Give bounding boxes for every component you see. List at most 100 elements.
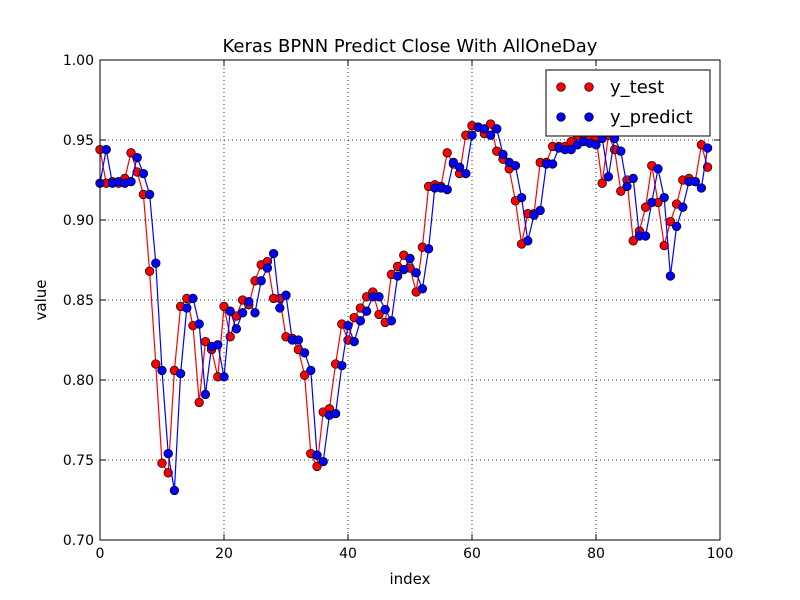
data-point bbox=[479, 124, 490, 134]
data-point bbox=[392, 271, 403, 281]
y-tick-label: 0.75 bbox=[63, 453, 94, 469]
legend-label: y_test bbox=[610, 77, 664, 98]
data-point bbox=[237, 308, 248, 318]
data-point bbox=[696, 183, 707, 193]
data-point bbox=[225, 306, 235, 316]
data-point bbox=[622, 181, 632, 192]
data-point bbox=[361, 306, 372, 316]
y-axis-label: value bbox=[32, 280, 50, 321]
data-point bbox=[182, 303, 192, 313]
data-point bbox=[467, 130, 477, 140]
data-point bbox=[678, 202, 688, 212]
data-point bbox=[312, 461, 322, 472]
data-point bbox=[659, 192, 669, 203]
data-point bbox=[312, 450, 322, 460]
x-tick-label: 100 bbox=[707, 546, 734, 562]
data-point bbox=[671, 221, 682, 232]
data-point bbox=[485, 130, 496, 140]
data-point bbox=[144, 266, 155, 276]
data-point bbox=[299, 348, 310, 358]
data-point bbox=[163, 468, 173, 478]
data-point bbox=[213, 340, 223, 350]
data-point bbox=[306, 365, 316, 376]
data-point bbox=[417, 284, 428, 294]
data-point bbox=[535, 205, 545, 216]
data-point bbox=[628, 173, 638, 184]
data-point bbox=[510, 160, 521, 171]
data-point bbox=[138, 168, 149, 179]
data-point bbox=[640, 231, 651, 241]
data-point bbox=[597, 178, 607, 188]
y-tick-label: 0.80 bbox=[63, 373, 94, 389]
x-tick-label: 60 bbox=[463, 546, 481, 562]
data-point bbox=[126, 176, 136, 187]
legend-marker bbox=[584, 82, 594, 92]
data-point bbox=[194, 319, 204, 329]
data-point bbox=[275, 303, 285, 313]
data-point bbox=[151, 359, 161, 369]
y-tick-label: 1.00 bbox=[63, 53, 94, 69]
data-point bbox=[411, 268, 421, 278]
y-tick-label: 0.95 bbox=[63, 133, 94, 149]
data-point bbox=[628, 236, 638, 246]
data-point bbox=[293, 335, 304, 345]
data-point bbox=[175, 368, 186, 379]
data-point bbox=[200, 389, 211, 400]
data-point bbox=[318, 456, 328, 467]
data-point bbox=[498, 149, 508, 160]
data-point bbox=[523, 236, 533, 246]
data-point bbox=[330, 408, 341, 419]
data-point bbox=[690, 176, 700, 187]
data-point bbox=[256, 276, 266, 286]
data-point bbox=[144, 189, 155, 200]
legend-entry: y_test bbox=[556, 77, 664, 98]
x-tick-label: 0 bbox=[96, 546, 105, 562]
legend-box bbox=[545, 69, 711, 137]
data-point bbox=[355, 316, 366, 326]
y-tick-label: 0.70 bbox=[63, 533, 94, 549]
data-point bbox=[126, 148, 136, 158]
data-point bbox=[461, 168, 471, 179]
data-point bbox=[547, 159, 558, 169]
data-point bbox=[405, 253, 415, 264]
series-layer bbox=[95, 119, 713, 496]
data-point bbox=[157, 365, 167, 376]
data-point bbox=[616, 186, 626, 196]
x-tick-label: 80 bbox=[587, 546, 605, 562]
data-point bbox=[374, 309, 384, 320]
data-point bbox=[299, 370, 310, 380]
data-point bbox=[132, 152, 142, 163]
data-point bbox=[653, 164, 663, 174]
legend-entry: y_predict bbox=[556, 107, 693, 128]
data-point bbox=[188, 293, 198, 304]
data-point bbox=[591, 140, 601, 150]
data-point bbox=[244, 296, 254, 307]
x-tick-label: 20 bbox=[215, 546, 233, 562]
data-point bbox=[231, 324, 242, 334]
legend-label: y_predict bbox=[610, 107, 693, 128]
chart-title: Keras BPNN Predict Close With AllOneDay bbox=[223, 36, 598, 57]
data-point bbox=[442, 184, 452, 195]
legend-marker bbox=[556, 112, 566, 122]
data-point bbox=[169, 485, 180, 496]
data-point bbox=[262, 263, 273, 273]
data-point bbox=[101, 144, 111, 155]
data-point bbox=[423, 244, 434, 254]
data-point bbox=[665, 271, 676, 281]
legend: y_test y_predict bbox=[545, 69, 711, 137]
data-point bbox=[647, 197, 657, 208]
data-point bbox=[485, 119, 496, 129]
data-point bbox=[250, 308, 260, 318]
data-point bbox=[448, 157, 459, 168]
data-point bbox=[454, 162, 465, 172]
data-point bbox=[349, 336, 359, 347]
data-point bbox=[281, 290, 291, 300]
data-point bbox=[194, 397, 204, 408]
data-point bbox=[157, 458, 167, 468]
data-point bbox=[219, 372, 229, 382]
x-tick-label: 40 bbox=[339, 546, 357, 562]
legend-marker bbox=[584, 112, 594, 122]
legend-marker bbox=[556, 82, 566, 92]
data-point bbox=[163, 448, 173, 459]
data-point bbox=[492, 124, 502, 134]
